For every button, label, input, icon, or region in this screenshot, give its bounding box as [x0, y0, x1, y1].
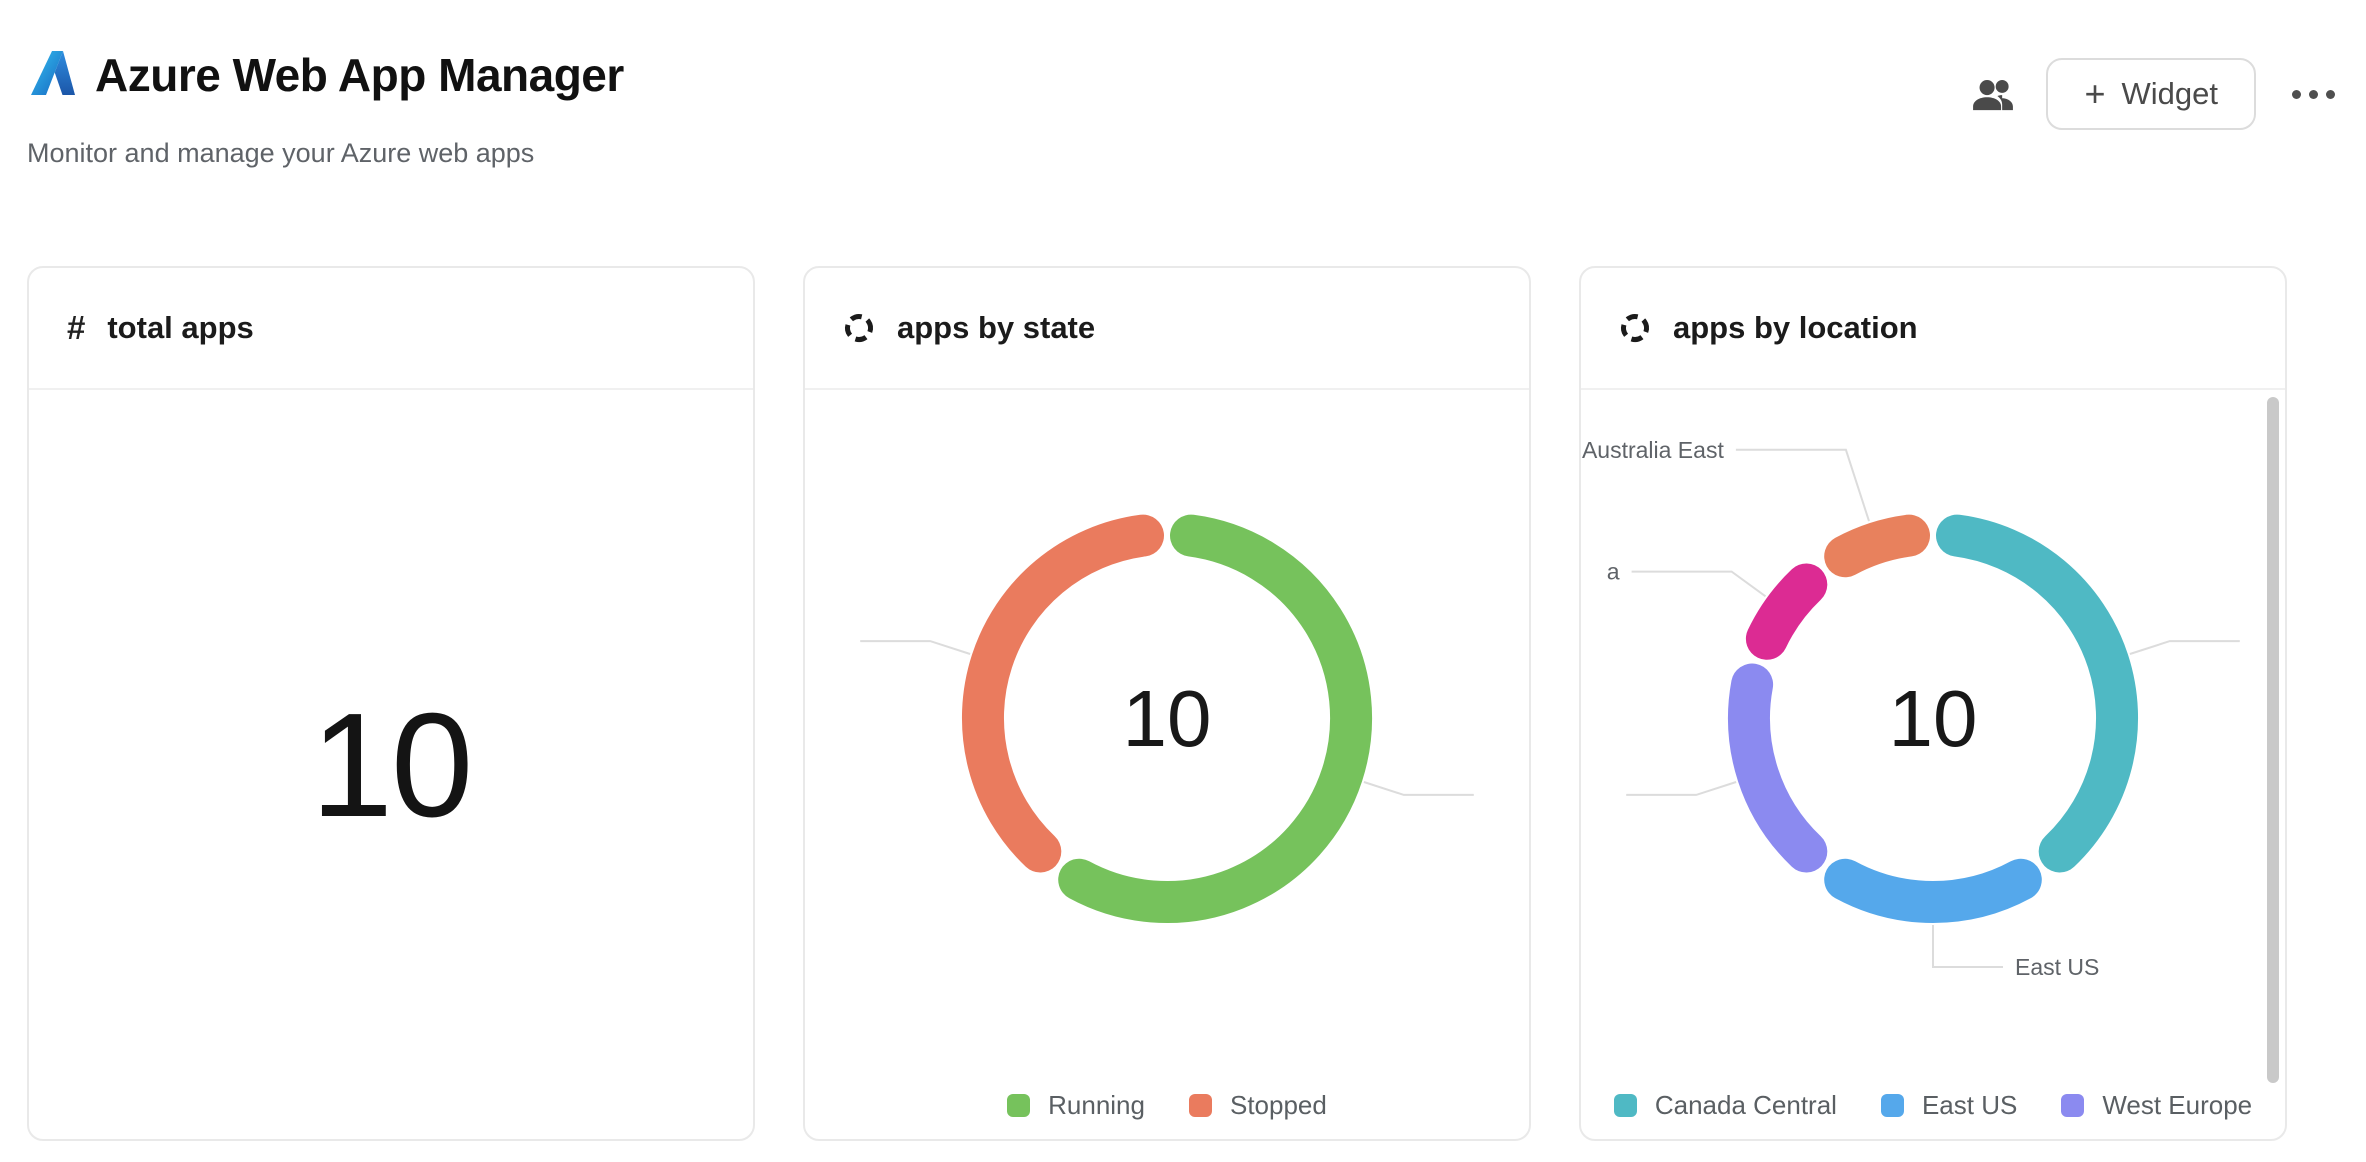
legend-swatch-icon: [2061, 1094, 2085, 1117]
apps-by-state-legend: Running Stopped: [805, 1090, 1529, 1121]
legend-label: Canada Central: [1654, 1090, 1837, 1120]
legend-item-east-us[interactable]: East US: [1880, 1090, 2018, 1121]
card-total-apps-body: 10: [29, 390, 753, 1139]
legend-label: East US: [1921, 1090, 2018, 1120]
legend-swatch-icon: [1613, 1094, 1637, 1117]
legend-swatch-icon: [1188, 1094, 1212, 1117]
card-apps-by-location-header: apps by location: [1581, 268, 2285, 390]
header-left: Azure Web App Manager Monitor and manage…: [27, 48, 624, 169]
page-header: Azure Web App Manager Monitor and manage…: [27, 0, 2339, 169]
legend-item-stopped[interactable]: Stopped: [1188, 1090, 1327, 1121]
legend-label: West Europe: [2102, 1090, 2253, 1120]
slice-slice[interactable]: [1745, 563, 1828, 660]
more-options-icon[interactable]: [2288, 80, 2339, 109]
legend-label: Running: [1048, 1090, 1145, 1120]
page-title: Azure Web App Manager: [95, 49, 624, 101]
Stopped-slice[interactable]: [961, 514, 1164, 873]
legend-item-west-europe[interactable]: West Europe: [2061, 1090, 2252, 1121]
card-apps-by-state: apps by state 10 Running Stopped: [803, 266, 1531, 1141]
hash-icon: #: [67, 309, 86, 346]
donut-chart-icon: [843, 312, 875, 344]
card-apps-by-location: apps by location East US a Australia East 1…: [1579, 266, 2287, 1141]
add-widget-label: Widget: [2121, 76, 2218, 111]
legend-item-running[interactable]: Running: [1007, 1090, 1145, 1121]
scrollbar-thumb[interactable]: [2267, 397, 2279, 1083]
card-title: apps by state: [897, 310, 1096, 345]
card-title: apps by location: [1673, 310, 1918, 345]
callout-leader-line: [1932, 925, 2003, 968]
plus-icon: +: [2084, 73, 2106, 114]
azure-logo-icon: [27, 49, 75, 101]
page-subtitle: Monitor and manage your Azure web apps: [27, 138, 535, 168]
Australia East-slice[interactable]: [1824, 514, 1930, 578]
legend-swatch-icon: [1880, 1094, 1904, 1117]
brand: Azure Web App Manager: [27, 48, 624, 102]
add-widget-button[interactable]: + Widget: [2046, 58, 2256, 130]
legend-swatch-icon: [1007, 1094, 1031, 1117]
legend-label: Stopped: [1229, 1090, 1327, 1120]
callout-leader-line: [1626, 781, 1737, 796]
card-title: total apps: [107, 310, 254, 345]
callout-leader-line: [1631, 570, 1767, 598]
slice-callout-label: Australia East: [1582, 437, 1725, 463]
donut-center-value: 10: [1123, 674, 1212, 763]
legend-item-canada-central[interactable]: Canada Central: [1613, 1090, 1837, 1121]
callout-leader-line: [860, 640, 971, 655]
header-controls: + Widget: [1972, 58, 2339, 130]
total-apps-value: 10: [310, 682, 474, 848]
callout-leader-line: [1735, 448, 1870, 522]
apps-by-location-chart: East US a Australia East 10: [1582, 437, 2240, 980]
apps-by-state-donut[interactable]: 10: [805, 390, 1529, 1139]
East US-slice[interactable]: [1824, 858, 2042, 923]
card-apps-by-state-body: 10 Running Stopped: [805, 390, 1529, 1139]
card-total-apps: # total apps 10: [27, 266, 755, 1141]
donut-chart-icon: [1619, 312, 1651, 344]
people-icon[interactable]: [1972, 76, 2014, 112]
donut-center-value: 10: [1889, 674, 1978, 763]
callout-leader-line: [1363, 781, 1474, 796]
apps-by-location-legend: Canada Central East US West Europe: [1581, 1090, 2285, 1121]
West Europe-slice[interactable]: [1728, 663, 1828, 873]
Canada Central-slice[interactable]: [1936, 514, 2139, 873]
widget-grid: # total apps 10 apps by state 10: [27, 266, 2339, 1141]
Running-slice[interactable]: [1058, 514, 1373, 924]
slice-callout-label: East US: [2015, 954, 2099, 980]
card-apps-by-location-body: East US a Australia East 10 Canada Central E…: [1581, 390, 2285, 1139]
card-apps-by-state-header: apps by state: [805, 268, 1529, 390]
card-total-apps-header: # total apps: [29, 268, 753, 390]
apps-by-location-donut[interactable]: East US a Australia East 10: [1581, 390, 2285, 1139]
slice-callout-label: a: [1607, 559, 1620, 585]
callout-leader-line: [2129, 640, 2240, 655]
apps-by-state-chart: 10: [860, 514, 1474, 924]
